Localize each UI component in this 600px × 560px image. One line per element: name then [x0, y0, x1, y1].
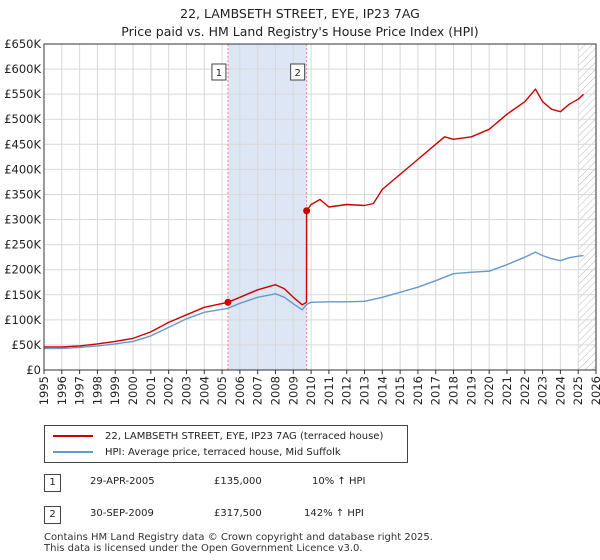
- x-tick-label: 2011: [322, 376, 336, 405]
- x-tick-label: 2006: [233, 376, 247, 405]
- sale-marker-number: 1: [216, 68, 222, 79]
- x-tick-label: 2004: [197, 376, 211, 405]
- property-price-line: [44, 88, 584, 348]
- x-tick-label: 2022: [518, 376, 532, 405]
- y-tick-label: £500K: [4, 112, 41, 126]
- y-tick-label: £150K: [4, 288, 41, 302]
- x-tick-label: 1999: [108, 376, 122, 405]
- plot-area: [44, 44, 596, 370]
- legend: 22, LAMBSETH STREET, EYE, IP23 7AG (terr…: [44, 425, 408, 463]
- x-tick-label: 2008: [268, 376, 282, 405]
- transaction-date: 29-APR-2005: [90, 476, 155, 487]
- y-tick-label: £100K: [4, 313, 41, 327]
- x-tick-label: 2013: [358, 376, 372, 405]
- transaction-date: 30-SEP-2009: [90, 508, 154, 519]
- legend-swatch-hpi: [53, 451, 93, 453]
- transaction-hpi-change: 142% ↑ HPI: [304, 508, 364, 519]
- legend-item-hpi: HPI: Average price, terraced house, Mid …: [53, 444, 341, 460]
- x-tick-label: 2021: [500, 376, 514, 405]
- sale-marker-label: 1: [211, 63, 227, 81]
- y-tick-label: £200K: [4, 263, 41, 277]
- x-tick-label: 1996: [55, 376, 69, 405]
- x-tick-label: 2023: [536, 376, 550, 405]
- x-tick-label: 2007: [251, 376, 265, 405]
- chart-title-line1: 22, LAMBSETH STREET, EYE, IP23 7AG: [180, 6, 420, 21]
- hpi-line: [44, 251, 584, 350]
- x-tick-label: 2026: [589, 376, 600, 405]
- x-tick-label: 2025: [571, 376, 585, 405]
- x-tick-label: 2009: [286, 376, 300, 405]
- transaction-number: 2: [44, 506, 61, 524]
- sale-marker-box: [211, 63, 227, 81]
- transaction-price: £135,000: [214, 476, 262, 487]
- x-tick-label: 2018: [447, 376, 461, 405]
- y-tick-label: £600K: [4, 62, 41, 76]
- x-tick-label: 2024: [553, 376, 567, 405]
- chart-title-line2: Price paid vs. HM Land Registry's House …: [121, 24, 479, 39]
- x-tick-label: 2002: [162, 376, 176, 405]
- footer-license: This data is licensed under the Open Gov…: [44, 543, 363, 554]
- x-tick-label: 2019: [464, 376, 478, 405]
- x-tick-label: 1995: [37, 376, 51, 405]
- x-tick-label: 2015: [393, 376, 407, 405]
- transaction-price: £317,500: [214, 508, 262, 519]
- y-tick-label: £0: [26, 363, 41, 377]
- y-tick-label: £550K: [4, 87, 41, 101]
- x-tick-label: 2017: [429, 376, 443, 405]
- y-tick-label: £400K: [4, 162, 41, 176]
- y-tick-label: £250K: [4, 238, 41, 252]
- y-tick-label: £450K: [4, 137, 41, 151]
- x-tick-label: 2012: [340, 376, 354, 405]
- transaction-hpi-change: 10% ↑ HPI: [312, 476, 366, 487]
- x-tick-label: 1998: [90, 376, 104, 405]
- footer-copyright: Contains HM Land Registry data © Crown c…: [44, 532, 433, 543]
- x-tick-label: 2000: [126, 376, 140, 405]
- price-chart: 1 2 £0 £50K £100K £150K £200K £250K £300K £350K £4…: [4, 37, 600, 405]
- x-tick-label: 2005: [215, 376, 229, 405]
- x-tick-label: 1997: [73, 376, 87, 405]
- y-tick-label: £650K: [4, 37, 41, 51]
- y-tick-label: £300K: [4, 213, 41, 227]
- legend-label-hpi: HPI: Average price, terraced house, Mid …: [105, 446, 341, 458]
- x-tick-label: 2003: [179, 376, 193, 405]
- legend-label-property: 22, LAMBSETH STREET, EYE, IP23 7AG (terr…: [105, 430, 384, 442]
- y-tick-label: £50K: [12, 338, 42, 352]
- sale-marker-box: [290, 63, 306, 81]
- legend-item-property: 22, LAMBSETH STREET, EYE, IP23 7AG (terr…: [53, 428, 383, 444]
- sale-marker-number: 2: [294, 68, 300, 79]
- x-tick-label: 2014: [375, 376, 389, 405]
- x-tick-label: 2016: [411, 376, 425, 405]
- plot-frame: [43, 43, 597, 371]
- forecast-hatch-region: [578, 44, 596, 370]
- x-tick-label: 2010: [304, 376, 318, 405]
- legend-swatch-property: [53, 435, 93, 437]
- y-tick-label: £350K: [4, 187, 41, 201]
- x-tick-label: 2001: [144, 376, 158, 405]
- sale-point: [303, 207, 311, 215]
- sale-point: [224, 298, 232, 306]
- transaction-number: 1: [44, 474, 61, 492]
- x-tick-label: 2020: [482, 376, 496, 405]
- sale-marker-label: 2: [290, 63, 306, 81]
